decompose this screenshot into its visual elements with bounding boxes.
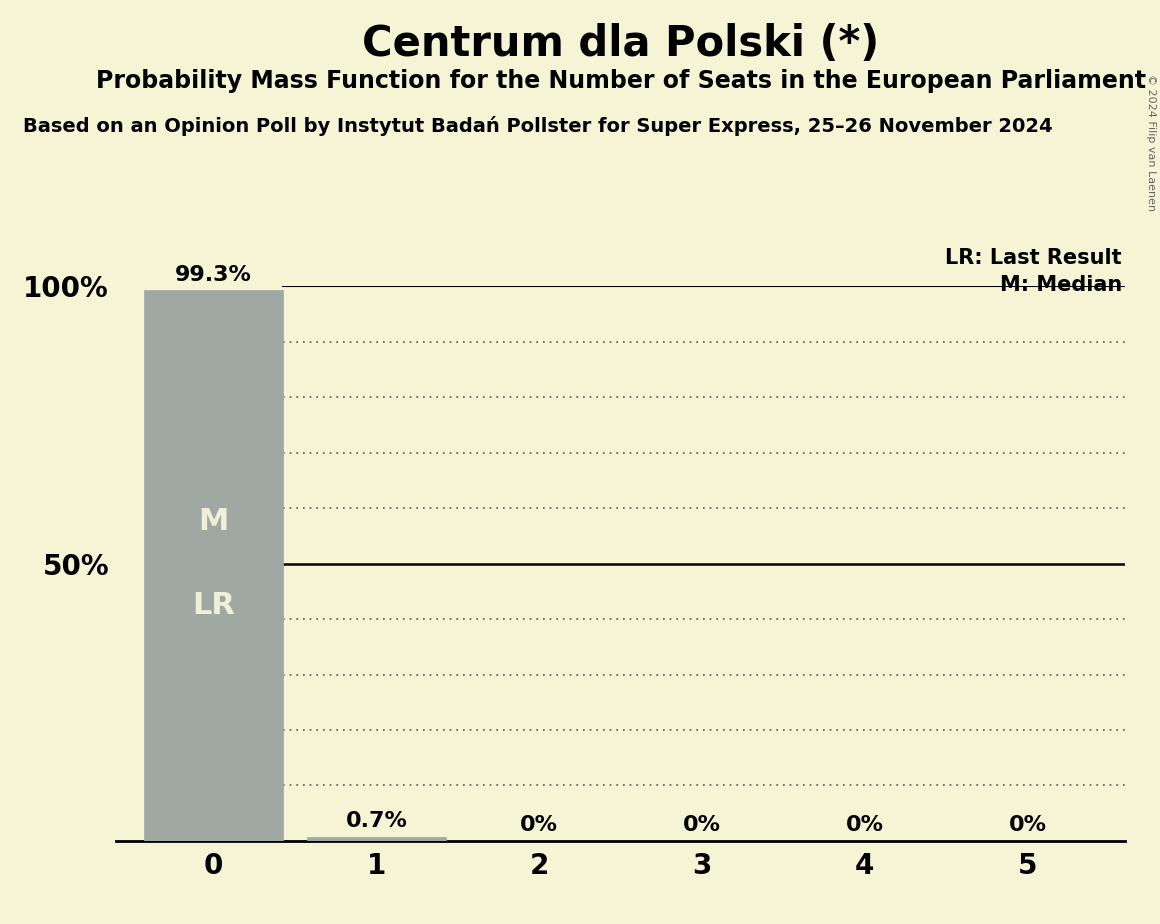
- Text: © 2024 Filip van Laenen: © 2024 Filip van Laenen: [1146, 74, 1155, 211]
- Text: 0%: 0%: [683, 815, 722, 835]
- Text: 99.3%: 99.3%: [175, 265, 252, 285]
- Bar: [145, 290, 283, 841]
- Text: 0.7%: 0.7%: [346, 811, 407, 832]
- Text: Based on an Opinion Poll by Instytut Badań Pollster for Super Express, 25–26 Nov: Based on an Opinion Poll by Instytut Bad…: [23, 116, 1053, 136]
- Text: LR: Last Result: LR: Last Result: [945, 248, 1122, 268]
- Text: 0%: 0%: [520, 815, 558, 835]
- Text: 0%: 0%: [1008, 815, 1046, 835]
- Text: M: Median: M: Median: [1000, 275, 1122, 296]
- Text: M: M: [198, 507, 229, 536]
- Text: Probability Mass Function for the Number of Seats in the European Parliament: Probability Mass Function for the Number…: [95, 69, 1146, 93]
- Bar: [307, 837, 445, 841]
- Text: Centrum dla Polski (*): Centrum dla Polski (*): [362, 23, 879, 65]
- Text: 0%: 0%: [846, 815, 884, 835]
- Text: LR: LR: [193, 591, 235, 620]
